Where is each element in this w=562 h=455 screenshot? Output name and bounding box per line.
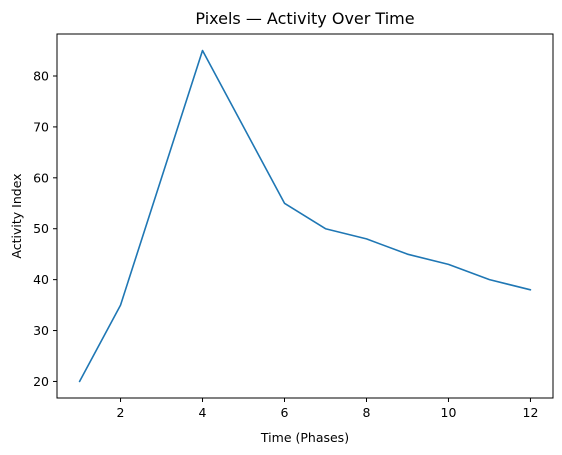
y-tick-label: 50 (33, 221, 49, 236)
series-line (78, 49, 532, 383)
y-axis-label: Activity Index (9, 173, 24, 258)
data-point (529, 288, 532, 291)
chart-title: Pixels — Activity Over Time (195, 9, 414, 28)
data-point (324, 227, 327, 230)
x-tick-label: 4 (199, 405, 207, 420)
x-tick-label: 10 (441, 405, 457, 420)
y-tick-label: 20 (33, 374, 49, 389)
x-tick-label: 8 (363, 405, 371, 420)
y-tick-label: 60 (33, 170, 49, 185)
y-tick-label: 80 (33, 69, 49, 84)
data-point (406, 253, 409, 256)
x-tick-label: 2 (117, 405, 125, 420)
plot-frame (56, 33, 554, 399)
data-point (119, 303, 122, 306)
x-tick-label: 6 (281, 405, 289, 420)
x-axis-label: Time (Phases) (260, 430, 349, 445)
data-point (488, 278, 491, 281)
data-point (447, 263, 450, 266)
x-axis: 2 4 6 8 10 12 (117, 398, 539, 420)
data-point (78, 380, 81, 383)
plot-area: 20 30 40 50 60 70 80 2 4 6 8 10 12 (33, 33, 554, 420)
series-layer (78, 49, 532, 383)
y-tick-label: 40 (33, 272, 49, 287)
y-axis: 20 30 40 50 60 70 80 (33, 69, 57, 389)
data-point (242, 125, 245, 128)
data-point (283, 202, 286, 205)
data-point (365, 237, 368, 240)
y-tick-label: 70 (33, 119, 49, 134)
x-tick-label: 12 (523, 405, 539, 420)
data-point (201, 49, 204, 52)
data-point (160, 176, 163, 179)
y-tick-label: 30 (33, 323, 49, 338)
